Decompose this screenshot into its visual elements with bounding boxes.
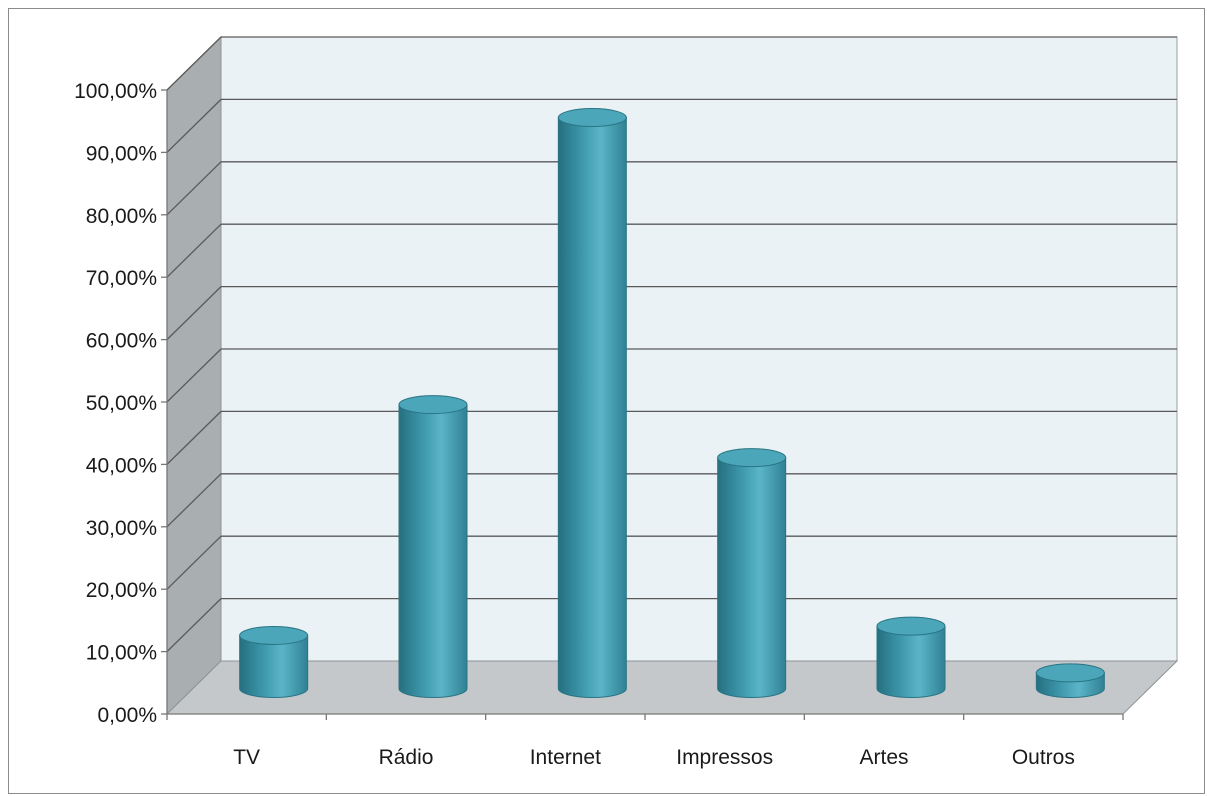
gridline-side xyxy=(166,348,222,403)
gridline-side xyxy=(166,598,222,653)
gridline-side xyxy=(166,473,222,528)
gridline-side xyxy=(166,36,222,91)
gridline-side xyxy=(166,286,222,341)
gridline-side xyxy=(166,535,222,590)
y-tick-label: 90,00% xyxy=(86,142,157,165)
x-tick-label: Outros xyxy=(1012,746,1075,769)
bar-top xyxy=(1035,663,1105,683)
floor xyxy=(165,660,1179,715)
x-axis: TV Rádio Internet Impressos Artes Outros xyxy=(166,713,1124,769)
y-tick-label: 70,00% xyxy=(86,267,157,290)
x-tick-label: Rádio xyxy=(379,746,434,769)
chart-walls xyxy=(165,35,1179,716)
bar-body xyxy=(557,117,627,698)
y-axis: 0,00% 10,00% 20,00% 30,00% 40,00% 50,00% 60,00… xyxy=(74,80,168,727)
bar-body xyxy=(239,634,309,698)
y-tick-label: 100,00% xyxy=(74,80,157,103)
bar-body xyxy=(876,625,946,698)
bars xyxy=(239,108,1105,698)
bar-top xyxy=(876,616,946,636)
x-tick-label: Internet xyxy=(530,746,601,769)
gridline-side xyxy=(166,98,222,153)
y-tick-label: 10,00% xyxy=(86,642,157,665)
bar xyxy=(557,108,627,698)
bar-top xyxy=(398,395,468,415)
bar-top xyxy=(239,625,309,645)
gridline-side xyxy=(166,161,222,216)
bar-body xyxy=(398,404,468,698)
y-tick-label: 40,00% xyxy=(86,454,157,477)
bar xyxy=(398,395,468,698)
bar-body xyxy=(717,457,787,698)
bar xyxy=(876,616,946,698)
gridline-side xyxy=(166,223,222,278)
y-tick-label: 30,00% xyxy=(86,517,157,540)
y-tick-label: 60,00% xyxy=(86,330,157,353)
y-tick-label: 0,00% xyxy=(97,704,157,727)
x-tick-label: Artes xyxy=(859,746,908,769)
x-tick-label: TV xyxy=(233,746,260,769)
bar-top xyxy=(557,108,627,128)
y-tick-label: 50,00% xyxy=(86,392,157,415)
gridlines xyxy=(166,36,1177,653)
x-tick-label: Impressos xyxy=(676,746,773,769)
bar xyxy=(1035,663,1105,698)
gridline-side xyxy=(166,410,222,465)
bar-top xyxy=(717,448,787,468)
y-tick-label: 20,00% xyxy=(86,579,157,602)
bar xyxy=(717,448,787,698)
bar xyxy=(239,625,309,698)
y-tick-label: 80,00% xyxy=(86,205,157,228)
